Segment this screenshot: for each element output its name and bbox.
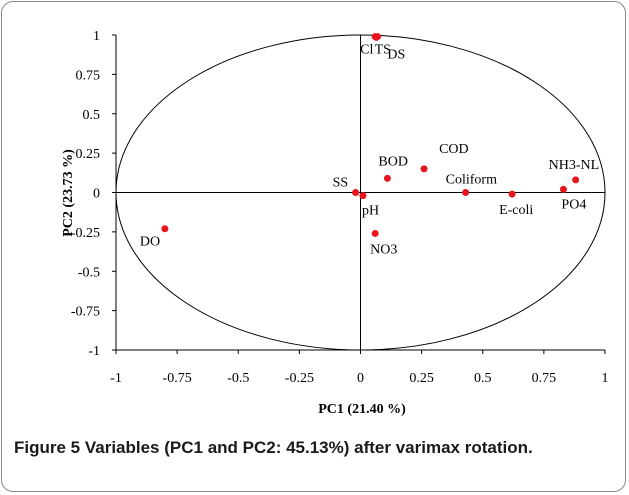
data-point xyxy=(559,185,567,193)
data-point xyxy=(161,225,169,233)
scatter-plot: -1 -0.75 -0.5 -0.25 0 0.25 0.5 0.75 1 1 0.75 0.5 0.2… xyxy=(61,29,609,417)
x-tick-label: 0.75 xyxy=(532,371,557,386)
x-tick-label: 0 xyxy=(357,371,364,386)
data-point xyxy=(462,189,470,196)
caption-text: Variables (PC1 and PC2: 45.13%) after va… xyxy=(80,438,533,457)
data-point xyxy=(371,229,379,237)
point-label: Cl xyxy=(360,43,373,58)
data-point xyxy=(508,190,516,198)
x-tick-label: -1 xyxy=(110,371,122,386)
data-points xyxy=(161,33,580,237)
y-tick-label: -0.25 xyxy=(71,226,100,241)
y-tick-label: -0.5 xyxy=(78,265,100,280)
x-tick-label: -0.75 xyxy=(163,371,192,386)
point-label: TS xyxy=(375,43,391,58)
plot-axes xyxy=(115,35,605,351)
data-point xyxy=(372,33,380,41)
y-tick-label: 0 xyxy=(93,187,100,202)
point-label: NO3 xyxy=(370,242,397,257)
point-label: pH xyxy=(362,204,379,219)
x-axis-title: PC1 (21.40 %) xyxy=(318,402,406,417)
point-label: COD xyxy=(439,142,469,157)
point-label: PO4 xyxy=(561,197,586,212)
y-tick-label: 0.75 xyxy=(76,68,101,83)
x-tick-label: 1 xyxy=(602,371,609,386)
x-tick-label: 0.25 xyxy=(409,371,434,386)
point-label: NH3-NL xyxy=(549,158,600,173)
point-label: DS xyxy=(387,47,405,62)
data-point xyxy=(359,192,367,200)
point-label: BOD xyxy=(378,154,408,169)
y-tick-label: 0.25 xyxy=(76,147,101,162)
data-point xyxy=(572,176,580,184)
x-tick-label: -0.25 xyxy=(285,371,314,386)
y-tick-label: -0.75 xyxy=(71,305,100,320)
point-label: DO xyxy=(140,235,160,250)
tick-labels: -1 -0.75 -0.5 -0.25 0 0.25 0.5 0.75 1 1 0.75 0.5 0.2… xyxy=(71,29,609,386)
y-tick-label: 1 xyxy=(93,29,100,44)
x-tick-label: 0.5 xyxy=(474,371,492,386)
y-axis-title: PC2 (23.73 %) xyxy=(61,149,76,237)
figure-caption: Figure 5 Variables (PC1 and PC2: 45.13%)… xyxy=(14,436,614,460)
data-point xyxy=(352,189,360,196)
y-tick-label: 0.5 xyxy=(83,108,101,123)
point-label: Coliform xyxy=(446,173,497,188)
point-label: E-coli xyxy=(499,203,533,218)
data-point xyxy=(420,165,428,173)
point-label: SS xyxy=(333,176,349,191)
x-tick-label: -0.5 xyxy=(227,371,249,386)
data-point xyxy=(383,174,391,182)
y-tick-label: -1 xyxy=(88,344,100,359)
caption-label: Figure 5 xyxy=(14,438,81,457)
